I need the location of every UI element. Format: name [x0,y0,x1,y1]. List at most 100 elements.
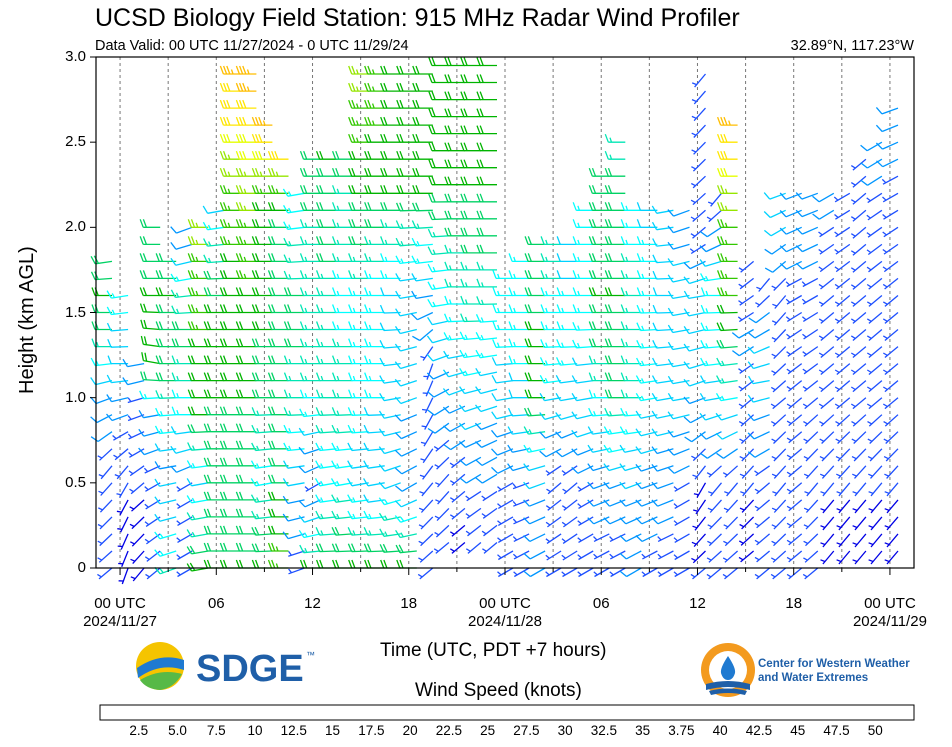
wind-barb [235,491,257,501]
wind-barb [619,516,642,525]
wind-barb [577,567,594,578]
wind-barb [219,321,241,331]
wind-barb [779,192,802,200]
wind-barb [299,150,321,160]
wind-barb [875,141,899,150]
wind-barb [706,465,722,478]
wind-barb [834,380,851,393]
x-tick-label: 00 UTC 2024/11/27 [60,595,180,631]
x-tick-label: 00 UTC 2024/11/29 [830,595,950,631]
wind-barb [426,335,450,344]
wind-barb [422,397,434,414]
wind-barb [251,407,273,416]
wind-barb [588,389,610,399]
wind-barb [819,448,835,462]
wind-barb [364,355,385,365]
wind-barb [667,341,690,351]
wind-barb [395,255,417,265]
wind-barb [299,167,321,177]
wind-barb [609,567,626,578]
wind-barb [667,209,690,217]
wind-barb [700,357,722,367]
wind-barb [476,210,497,220]
wind-barb [491,374,514,384]
wind-barb [203,542,225,552]
water-drop-icon [701,643,755,697]
wind-barb [490,429,514,438]
wind-barb [868,499,883,514]
wind-barb [561,533,578,544]
wind-barb [852,465,867,479]
wind-barb [852,533,867,548]
wind-barb [444,176,465,186]
wind-barb [833,192,851,203]
wind-barb [572,270,594,280]
wind-barb [444,193,465,203]
wind-barb [651,205,674,214]
wind-barb [315,321,337,331]
wind-barb [203,254,225,264]
wind-barb [724,482,739,497]
sdge-logo-text: SDGE [196,648,304,690]
wind-barb [171,406,193,416]
wind-barb [604,202,626,211]
wind-barb [852,550,867,565]
wind-barb [706,567,722,580]
wind-barb [786,499,803,512]
wind-barb [475,367,498,377]
wind-barb [866,380,883,393]
wind-barb [219,82,241,92]
wind-barb [267,253,289,263]
wind-barb [804,482,819,497]
wind-barb [667,429,690,438]
wind-barb [460,74,481,84]
wind-barb [620,304,642,314]
wind-barb [523,567,546,578]
wind-barb [508,355,530,365]
wind-barb [364,150,385,160]
wind-barb [716,219,738,228]
wind-barb [700,226,722,238]
colorbar-tick-label: 35 [635,723,651,738]
wind-barb [667,241,690,250]
wind-barb [411,255,433,265]
wind-barb [422,380,434,397]
wind-barb [868,550,883,565]
wind-barb [412,82,433,92]
wind-barb [771,533,787,547]
wind-barb [512,533,530,542]
wind-barb [395,237,417,247]
wind-barb [803,550,819,563]
wind-barb [364,304,385,314]
wind-barb [396,99,417,109]
wind-barb [347,424,369,434]
wind-barb [476,278,497,288]
wind-barb [331,407,353,416]
wind-barb [459,456,482,466]
wind-barb [577,516,594,526]
wind-barb [331,424,353,434]
wind-barb [235,270,257,280]
wind-barb [170,465,193,473]
wind-barb [723,533,739,547]
wind-barb [444,159,465,169]
wind-barb [396,65,417,75]
wind-barb [604,304,626,314]
wind-barb [818,277,835,290]
wind-barb [364,270,385,280]
wind-barb [288,567,305,575]
wind-barb [444,244,465,254]
wind-barb [716,116,738,126]
wind-barb [884,533,899,548]
wind-barb [555,374,578,384]
wind-barb [460,193,481,203]
wind-barb [866,243,883,256]
wind-barb [523,533,546,542]
wind-barb [460,261,481,271]
wind-barb [380,116,401,126]
wind-barb [203,457,225,467]
wind-barb [684,431,706,443]
wind-barb [395,482,418,492]
wind-barb [315,287,337,297]
wind-barb [203,238,225,247]
